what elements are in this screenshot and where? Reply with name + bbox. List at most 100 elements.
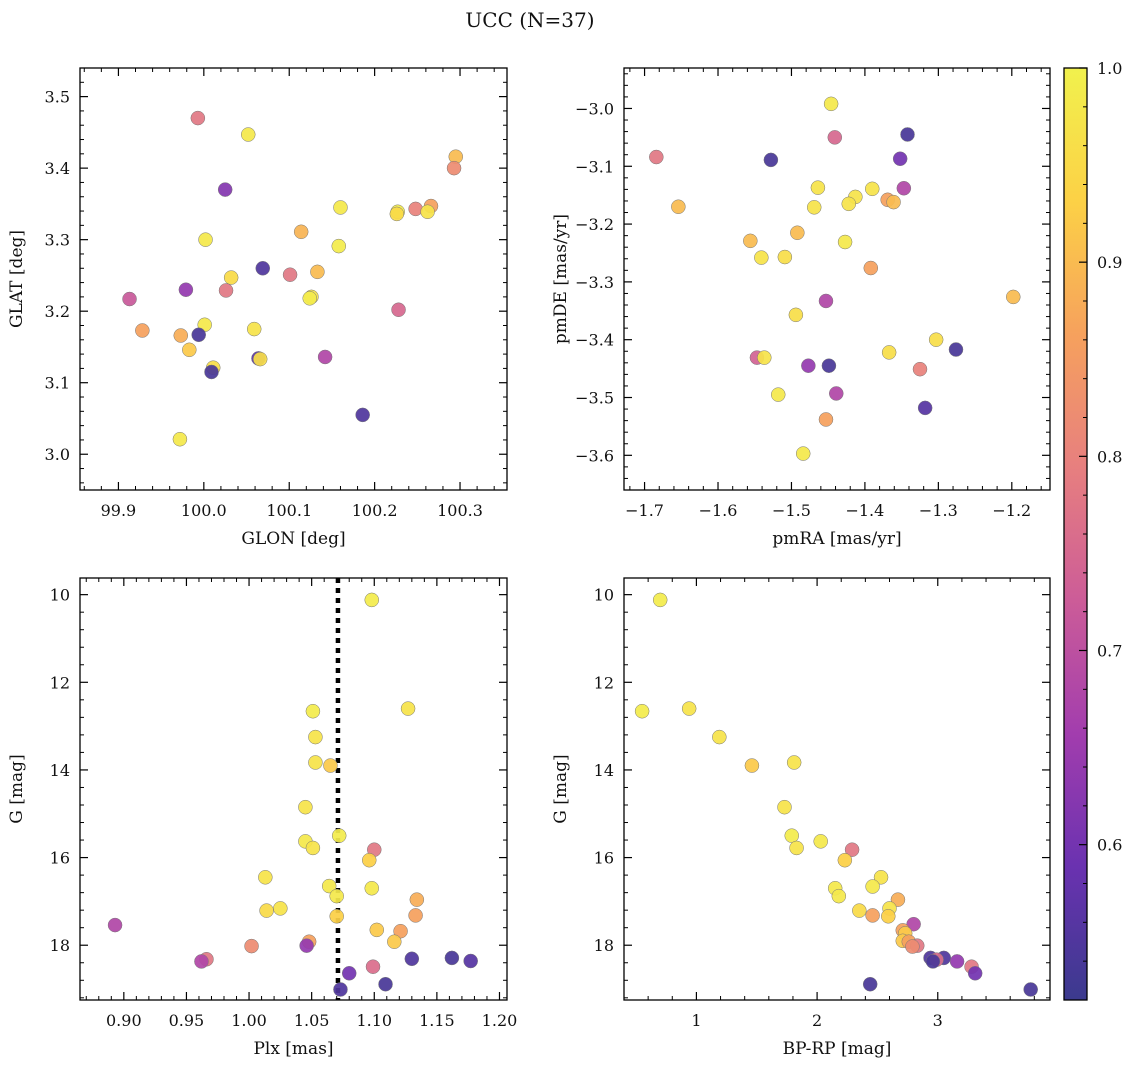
data-point <box>204 364 219 380</box>
data-point <box>240 127 256 142</box>
data-point <box>917 400 933 416</box>
data-point <box>865 908 880 923</box>
data-point <box>905 939 920 954</box>
data-point <box>763 152 779 168</box>
data-point <box>634 703 650 719</box>
colorbar-tick-label: 0.6 <box>1097 836 1122 855</box>
colorbar-tick-label: 0.8 <box>1097 447 1122 466</box>
data-point <box>355 407 370 423</box>
data-point <box>806 200 822 215</box>
data-point <box>329 888 344 904</box>
data-point <box>1023 982 1038 997</box>
x-tick-label: 0.95 <box>169 1011 205 1030</box>
data-point <box>744 758 760 773</box>
y-tick-label: −3.4 <box>575 331 614 350</box>
data-point <box>331 238 347 254</box>
data-point <box>323 758 338 773</box>
x-tick-label: 3 <box>933 1011 943 1030</box>
data-point <box>823 96 839 112</box>
data-point <box>310 264 325 280</box>
data-point <box>446 160 462 176</box>
data-point <box>841 196 857 212</box>
y-tick-label: 12 <box>594 673 614 692</box>
data-point <box>408 201 423 217</box>
data-point <box>827 130 843 145</box>
data-point <box>331 828 347 843</box>
y-tick-label: 16 <box>594 849 614 868</box>
x-tick-label: −1.6 <box>699 501 738 520</box>
data-point <box>949 954 965 969</box>
y-tick-label: 3.0 <box>45 445 70 464</box>
data-point <box>789 840 804 856</box>
data-point <box>409 892 425 907</box>
data-point <box>757 350 772 365</box>
y-tick-label: 10 <box>50 586 70 605</box>
plot-frame <box>79 577 508 1001</box>
data-point <box>190 110 206 126</box>
x-tick-label: 2 <box>812 1011 822 1030</box>
y-tick-label: −3.1 <box>575 157 614 176</box>
data-point <box>378 976 393 992</box>
data-point <box>298 799 313 815</box>
data-point <box>865 879 880 894</box>
data-points <box>649 96 1021 461</box>
x-tick-label: 1 <box>691 1011 701 1030</box>
figure-title: UCC (N=37) <box>465 8 594 32</box>
x-tick-label: 100.2 <box>352 501 398 520</box>
data-point <box>777 249 793 265</box>
x-tick-label: −1.4 <box>845 501 884 520</box>
data-point <box>389 206 405 222</box>
data-points <box>122 110 464 447</box>
data-point <box>837 852 853 868</box>
x-tick-label: 0.90 <box>106 1011 142 1030</box>
data-point <box>801 358 816 373</box>
data-point <box>305 840 321 856</box>
y-tick-label: 3.2 <box>45 302 70 321</box>
data-point <box>299 938 314 953</box>
data-point <box>420 204 435 220</box>
y-tick-label: 14 <box>594 761 614 780</box>
data-point <box>862 976 878 992</box>
data-point <box>173 328 189 343</box>
x-tick-label: 100.1 <box>266 501 312 520</box>
data-point <box>881 345 897 360</box>
y-tick-label: 14 <box>50 761 70 780</box>
scatter-panel-glon-glat: 99.9 100.0 100.1 100.2 100.3 3.0 3.1 3.2 3.3 3.4 3… <box>7 67 508 549</box>
data-point <box>948 342 964 357</box>
data-point <box>302 291 317 306</box>
data-point <box>255 261 271 276</box>
y-tick-label: −3.5 <box>575 389 614 408</box>
data-point <box>282 267 298 282</box>
data-point <box>444 950 460 966</box>
data-point <box>273 901 288 916</box>
data-point <box>408 908 423 923</box>
data-point <box>321 878 337 894</box>
data-point <box>400 701 416 716</box>
data-point <box>821 358 837 373</box>
data-point <box>681 701 697 716</box>
data-point <box>194 954 209 969</box>
data-point <box>818 293 834 309</box>
data-point <box>364 881 380 896</box>
colorbar-tick-label: 1.0 <box>1097 59 1122 78</box>
y-tick-label: −3.3 <box>575 273 614 292</box>
data-point <box>844 842 860 857</box>
y-tick-label: 3.5 <box>45 88 70 107</box>
x-tick-label: 1.15 <box>419 1011 455 1030</box>
data-point <box>925 954 941 969</box>
colorbar-tick-label: 0.7 <box>1097 642 1122 661</box>
data-point <box>810 180 826 195</box>
data-point <box>246 321 262 337</box>
y-tick-label: 18 <box>594 936 614 955</box>
data-point <box>649 149 664 165</box>
scatter-panel-plx-g: 0.90 0.95 1.00 1.05 1.10 1.15 1.20 10 12 14 16 18 Pl… <box>7 577 517 1059</box>
x-axis-label: pmRA [mas/yr] <box>772 529 901 549</box>
data-point <box>259 903 274 918</box>
data-point <box>244 938 259 954</box>
data-point <box>135 323 150 338</box>
y-axis-label: GLAT [deg] <box>7 230 27 328</box>
y-axis-label: G [mag] <box>7 754 27 823</box>
y-tick-label: 10 <box>594 586 614 605</box>
data-points <box>634 592 1038 997</box>
